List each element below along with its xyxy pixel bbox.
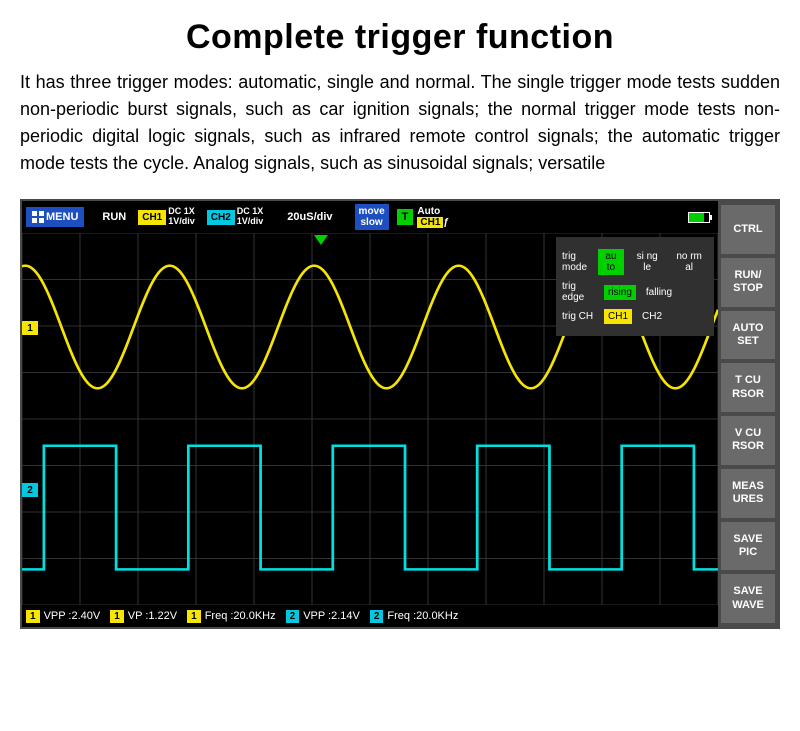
side-button-5[interactable]: MEAS URES <box>721 469 775 518</box>
ch1-zero-marker: 1 <box>22 321 38 335</box>
trigger-info: Auto CH1ƒ <box>417 206 449 228</box>
measure-tag-4: 2 <box>370 610 384 623</box>
measure-tag-1: 1 <box>110 610 124 623</box>
trig-mode-single[interactable]: si ng le <box>630 249 664 275</box>
trig-edge-rising[interactable]: rising <box>604 285 636 300</box>
description-text: It has three trigger modes: automatic, s… <box>20 69 780 177</box>
measure-tag-0: 1 <box>26 610 40 623</box>
oscilloscope-screenshot: MENU RUN CH1 DC 1X1V/div CH2 DC 1X1V/div… <box>20 199 780 629</box>
measure-tag-3: 2 <box>286 610 300 623</box>
trig-ch-ch1[interactable]: CH1 <box>604 309 632 324</box>
trig-mode-auto[interactable]: au to <box>598 249 624 275</box>
measure-value-1: VP :1.22V <box>128 610 177 622</box>
trigger-settings-panel: trig mode au to si ng le no rm al trig e… <box>556 237 714 336</box>
move-mode[interactable]: moveslow <box>355 204 389 230</box>
ch1-tag[interactable]: CH1 <box>138 210 166 225</box>
side-button-1[interactable]: RUN/ STOP <box>721 258 775 307</box>
trig-ch-row: trig CH CH1 CH2 <box>562 309 708 324</box>
ch2-tag[interactable]: CH2 <box>207 210 235 225</box>
scope-topbar: MENU RUN CH1 DC 1X1V/div CH2 DC 1X1V/div… <box>22 201 718 233</box>
side-button-0[interactable]: CTRL <box>721 205 775 254</box>
trigger-position-marker <box>314 235 328 245</box>
ch2-settings: DC 1X1V/div <box>237 207 264 227</box>
scope-side-buttons: CTRLRUN/ STOPAUTO SETT CU RSORV CU RSORM… <box>718 201 778 627</box>
menu-button[interactable]: MENU <box>26 207 84 227</box>
measure-value-3: VPP :2.14V <box>303 610 360 622</box>
page-title: Complete trigger function <box>20 18 780 57</box>
trig-edge-falling[interactable]: falling <box>642 285 676 300</box>
scope-main-area: MENU RUN CH1 DC 1X1V/div CH2 DC 1X1V/div… <box>22 201 718 627</box>
ch2-zero-marker: 2 <box>22 483 38 497</box>
trig-mode-label: trig mode <box>562 251 592 273</box>
battery-level <box>689 213 704 222</box>
trig-mode-row: trig mode au to si ng le no rm al <box>562 249 708 275</box>
ch1-settings: DC 1X1V/div <box>168 207 195 227</box>
measure-value-2: Freq :20.0KHz <box>205 610 276 622</box>
side-button-4[interactable]: V CU RSOR <box>721 416 775 465</box>
measurements-bar: 1VPP :2.40V1VP :1.22V1Freq :20.0KHz2VPP … <box>22 605 718 627</box>
trig-mode-normal[interactable]: no rm al <box>670 249 708 275</box>
measure-value-4: Freq :20.0KHz <box>387 610 458 622</box>
waveform-plot: 1 2 trig mode au to si ng le no rm al tr… <box>22 233 718 605</box>
measure-value-0: VPP :2.40V <box>44 610 101 622</box>
side-button-7[interactable]: SAVE WAVE <box>721 574 775 623</box>
run-status: RUN <box>102 211 126 223</box>
battery-icon <box>688 212 710 223</box>
trig-edge-label: trig edge <box>562 281 598 303</box>
menu-label: MENU <box>46 211 78 223</box>
measure-tag-2: 1 <box>187 610 201 623</box>
trig-edge-row: trig edge rising falling <box>562 281 708 303</box>
timebase: 20uS/div <box>287 211 332 223</box>
trig-ch-label: trig CH <box>562 311 598 322</box>
trigger-indicator: T <box>397 209 414 225</box>
side-button-3[interactable]: T CU RSOR <box>721 363 775 412</box>
trig-ch-ch2[interactable]: CH2 <box>638 309 666 324</box>
menu-icon <box>32 211 44 223</box>
side-button-6[interactable]: SAVE PIC <box>721 522 775 571</box>
side-button-2[interactable]: AUTO SET <box>721 311 775 360</box>
